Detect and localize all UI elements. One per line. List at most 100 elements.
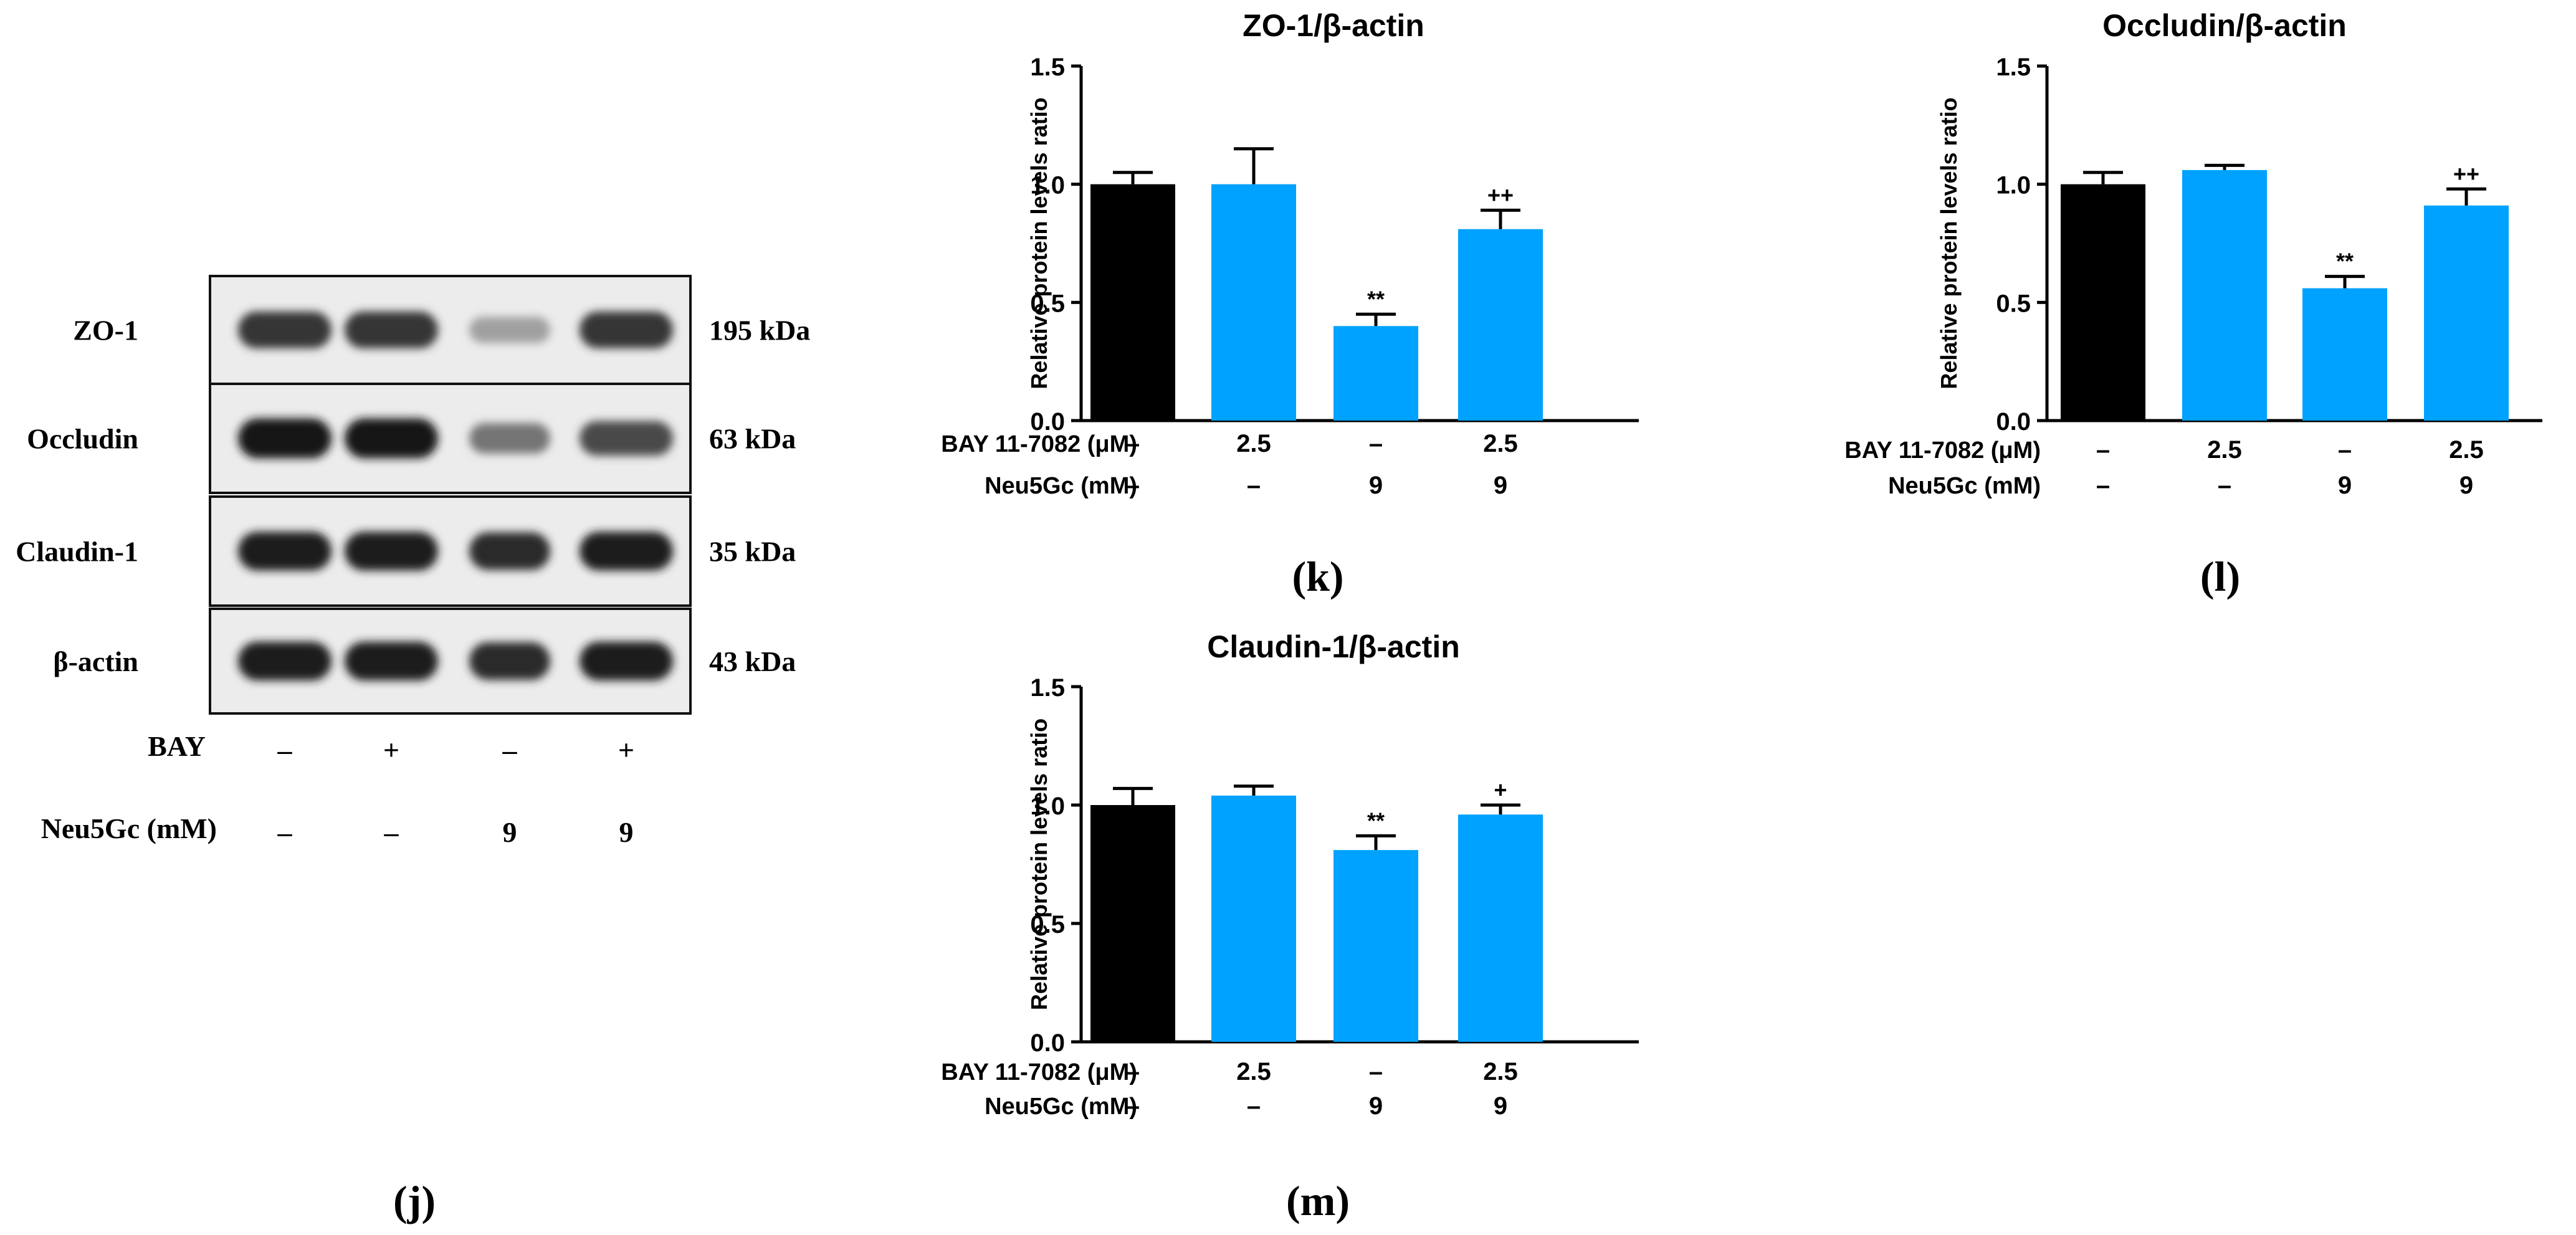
y-tick-label: 1.5 bbox=[1030, 674, 1065, 702]
protein-band bbox=[580, 312, 673, 348]
condition-value: – bbox=[2096, 436, 2110, 464]
panel-label-l: (l) bbox=[2200, 553, 2240, 600]
condition-value: – bbox=[1247, 1092, 1261, 1120]
y-tick-label: 1.5 bbox=[1996, 54, 2031, 81]
protein-band bbox=[345, 418, 438, 459]
blot-size-label: 195 kDa bbox=[709, 315, 810, 346]
condition-value: – bbox=[1126, 472, 1140, 499]
condition-value: 9 bbox=[1494, 472, 1507, 499]
blot-condition-value: – bbox=[277, 816, 293, 848]
condition-value: 9 bbox=[1369, 1092, 1383, 1120]
y-tick-label: 0.5 bbox=[1030, 911, 1065, 938]
blot-protein-label: Claudin-1 bbox=[16, 536, 138, 568]
condition-label: Neu5Gc (mM) bbox=[985, 473, 1137, 499]
bar bbox=[1211, 795, 1296, 1042]
condition-value: 2.5 bbox=[2207, 436, 2242, 464]
blot-condition-value: 9 bbox=[503, 816, 517, 848]
condition-value: – bbox=[1126, 430, 1140, 457]
protein-band bbox=[345, 641, 438, 681]
y-axis-label: Relative protein levels ratio bbox=[1936, 97, 1962, 389]
condition-value: – bbox=[2218, 472, 2231, 499]
significance-mark: ++ bbox=[1487, 182, 1514, 207]
blot-condition-value: + bbox=[618, 734, 634, 766]
y-axis-label: Relative protein levels ratio bbox=[1026, 97, 1052, 389]
chart-title: Occludin/β-actin bbox=[2102, 8, 2347, 43]
bar bbox=[1458, 229, 1543, 421]
condition-label: BAY 11-7082 (μM) bbox=[1844, 437, 2041, 464]
condition-value: 2.5 bbox=[1236, 430, 1271, 457]
blot-protein-label: ZO-1 bbox=[73, 315, 138, 346]
blot-size-label: 35 kDa bbox=[709, 536, 796, 568]
bar bbox=[2182, 169, 2267, 421]
condition-value: – bbox=[1247, 472, 1261, 499]
panel-label-k: (k) bbox=[1292, 553, 1343, 600]
bar bbox=[1333, 326, 1418, 421]
y-tick-label: 0.0 bbox=[1996, 408, 2031, 436]
protein-band bbox=[469, 317, 550, 343]
significance-mark: ++ bbox=[2453, 161, 2479, 186]
condition-value: – bbox=[2096, 472, 2110, 499]
condition-value: 9 bbox=[1494, 1092, 1507, 1120]
bar bbox=[1458, 814, 1543, 1042]
protein-band bbox=[238, 312, 332, 348]
blot-protein-label: β-actin bbox=[53, 646, 138, 677]
condition-label: Neu5Gc (mM) bbox=[985, 1094, 1137, 1120]
protein-band bbox=[580, 532, 673, 571]
condition-value: 2.5 bbox=[1483, 430, 1518, 457]
y-tick-label: 0.5 bbox=[1996, 290, 2031, 317]
significance-mark: ** bbox=[1367, 808, 1385, 833]
chart-claudin1: Claudin-1/β-actin 0.0 0.5 1.0 1.5 Relative pr… bbox=[941, 629, 1639, 1120]
chart-occludin: Occludin/β-actin 0.0 0.5 1.0 1.5 Relative pro… bbox=[1844, 8, 2542, 499]
condition-value: 9 bbox=[2459, 472, 2473, 499]
panel-label-j: (j) bbox=[393, 1177, 436, 1224]
blot-condition-label: BAY bbox=[148, 730, 206, 762]
blot-protein-label: Occludin bbox=[27, 423, 138, 455]
bar bbox=[2302, 288, 2387, 421]
protein-band bbox=[580, 421, 673, 456]
condition-value: 2.5 bbox=[1236, 1058, 1271, 1085]
bar bbox=[1090, 184, 1175, 421]
bar bbox=[1333, 850, 1418, 1042]
condition-label: BAY 11-7082 (μM) bbox=[941, 431, 1137, 457]
protein-band bbox=[345, 532, 438, 571]
protein-band bbox=[238, 641, 332, 681]
blot-size-label: 63 kDa bbox=[709, 423, 796, 455]
condition-value: 9 bbox=[2338, 472, 2352, 499]
significance-mark: + bbox=[1494, 777, 1507, 803]
condition-value: – bbox=[1369, 430, 1383, 457]
blot-condition-value: – bbox=[277, 734, 293, 766]
protein-band bbox=[345, 312, 438, 348]
condition-value: 2.5 bbox=[1483, 1058, 1518, 1085]
significance-mark: ** bbox=[2336, 249, 2354, 274]
bar bbox=[2424, 205, 2509, 421]
bar bbox=[1211, 184, 1296, 421]
y-tick-label: 0.5 bbox=[1030, 290, 1065, 317]
blot-condition-label: Neu5Gc (mM) bbox=[41, 813, 217, 844]
y-tick-label: 0.0 bbox=[1030, 1029, 1065, 1057]
chart-zo1: ZO-1/β-actin 0.0 0.5 1.0 1.5 Relative protein… bbox=[941, 8, 1639, 499]
y-tick-label: 0.0 bbox=[1030, 408, 1065, 436]
condition-value: – bbox=[2338, 436, 2352, 464]
condition-value: – bbox=[1126, 1058, 1140, 1085]
protein-band bbox=[580, 641, 673, 681]
blot-condition-value: – bbox=[384, 816, 399, 848]
blot-condition-value: – bbox=[502, 734, 518, 766]
chart-title: ZO-1/β-actin bbox=[1243, 8, 1424, 43]
blot-condition-value: 9 bbox=[619, 816, 634, 848]
chart-title: Claudin-1/β-actin bbox=[1207, 629, 1460, 664]
protein-band bbox=[238, 418, 332, 459]
significance-mark: ** bbox=[1367, 286, 1385, 312]
blot-condition-value: + bbox=[383, 734, 399, 766]
protein-band bbox=[238, 532, 332, 571]
y-tick-label: 1.0 bbox=[1030, 172, 1065, 199]
protein-band bbox=[469, 532, 550, 570]
condition-value: – bbox=[1369, 1058, 1383, 1085]
protein-band bbox=[469, 423, 550, 454]
y-tick-label: 1.0 bbox=[1030, 793, 1065, 820]
condition-label: BAY 11-7082 (μM) bbox=[941, 1059, 1137, 1085]
y-axis-label: Relative protein levels ratio bbox=[1026, 718, 1052, 1010]
y-tick-label: 1.5 bbox=[1030, 54, 1065, 81]
western-blot-panel: ZO-1 195 kDa Occludin 63 kDa Claudin-1 35 kDa… bbox=[16, 275, 810, 848]
condition-label: Neu5Gc (mM) bbox=[1888, 473, 2041, 499]
